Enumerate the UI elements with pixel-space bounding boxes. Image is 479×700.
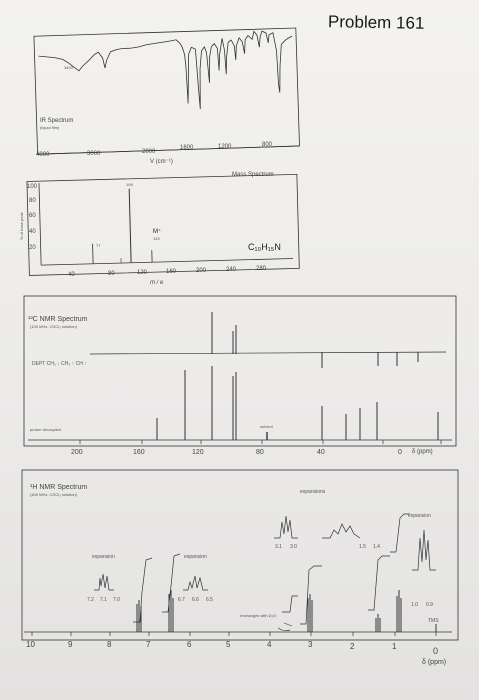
h1-tick-1: 1: [392, 642, 397, 651]
molecular-formula: C₁₀H₁₅N: [248, 242, 281, 252]
mass-peak-108: 108: [126, 182, 133, 187]
h1-sublabel: (400 MHz, CDCl₃ solution): [30, 492, 77, 497]
h1-label: ¹H NMR Spectrum: [30, 484, 88, 491]
mass-molecular-ion-value: 149: [153, 236, 160, 241]
h1-tick-10: 10: [26, 640, 35, 649]
inset-left-tick-71: 7.1: [100, 597, 107, 603]
ir-peak-label: 3400: [64, 65, 73, 70]
h1-tick-8: 8: [107, 640, 112, 649]
solvent-label: solvent: [260, 424, 273, 429]
ir-sublabel: (liquid film): [40, 125, 60, 130]
ir-tick-2000: 2000: [142, 149, 156, 155]
h1-tick-4: 4: [267, 640, 272, 649]
ir-x-unit: V (cm⁻¹): [150, 159, 173, 165]
ir-tick-800: 800: [262, 142, 273, 148]
ir-tick-4000: 4000: [36, 152, 50, 158]
c13-sublabel: (100 MHz, CDCl₃ solution): [30, 324, 77, 329]
dept-label: DEPT CH₂ ↓ CH₃ ↑ CH ↑: [32, 361, 87, 367]
h1-tick-7: 7: [146, 640, 151, 649]
inset-left-tick-70: 7.0: [113, 597, 120, 603]
inset-mid-tick-66: 6.6: [192, 597, 199, 603]
c13-tick-40: 40: [317, 449, 325, 456]
mass-xtick-280: 280: [256, 266, 267, 272]
ir-tick-3000: 3000: [87, 151, 101, 157]
h1-tick-9: 9: [68, 640, 73, 649]
inset-right-tick-10: 1.0: [411, 602, 418, 608]
tms-label: TMS: [428, 618, 439, 624]
c13-tick-200: 200: [71, 449, 83, 456]
h1-expansion-left-label: expansion: [92, 554, 115, 560]
c13-x-unit: δ (ppm): [412, 449, 433, 455]
mass-ytick-40: 40: [29, 229, 36, 235]
proton-decoupled-label: proton decoupled: [30, 427, 61, 432]
c13-tick-120: 120: [192, 449, 204, 456]
mass-ytick-60: 60: [29, 213, 36, 219]
inset-mid-tick-65: 6.5: [206, 597, 213, 603]
mass-label: Mass Spectrum: [232, 172, 274, 178]
mass-xtick-200: 200: [196, 268, 207, 274]
mass-ytick-80: 80: [29, 198, 36, 204]
mass-ytick-20: 20: [29, 245, 36, 251]
inset-top-tick-14: 1.4: [373, 544, 380, 550]
mass-x-unit: m / e: [150, 280, 164, 286]
mass-xtick-240: 240: [226, 267, 237, 273]
exchanges-d2o-label: exchanges with D₂O: [240, 613, 277, 618]
h1-tick-0: 0: [433, 646, 439, 656]
inset-top-tick-15: 1.5: [359, 544, 366, 550]
ir-tick-1200: 1200: [218, 144, 232, 150]
h1-expansion-right-label: expansion: [408, 513, 431, 519]
c13-tick-80: 80: [256, 449, 264, 456]
c13-tick-160: 160: [133, 449, 145, 456]
mass-ytick-100: 100: [27, 184, 38, 190]
h1-tick-3: 3: [308, 640, 313, 649]
mass-xtick-120: 120: [137, 270, 148, 276]
mass-xtick-160: 160: [166, 269, 177, 275]
mass-peak-77: 77: [96, 243, 101, 248]
inset-left-tick-72: 7.2: [87, 597, 94, 603]
h1-expansions-label: expansions: [300, 489, 326, 495]
h1-tick-2: 2: [350, 642, 355, 651]
h1-tick-6: 6: [187, 640, 192, 649]
h1-x-unit: δ (ppm): [422, 659, 447, 666]
h1-tick-5: 5: [226, 640, 231, 649]
h1-expansion-mid-label: expansion: [184, 554, 207, 560]
inset-mid-tick-67: 6.7: [178, 597, 185, 603]
inset-top-tick-31: 3.1: [275, 544, 282, 550]
c13-label: ¹³C NMR Spectrum: [28, 316, 88, 323]
ir-label: IR Spectrum: [40, 118, 74, 124]
mass-molecular-ion: M⁺: [153, 229, 162, 235]
c13-tick-0: 0: [398, 449, 402, 456]
inset-right-tick-09: 0.9: [426, 602, 433, 608]
ir-tick-1600: 1600: [180, 145, 194, 151]
mass-xtick-80: 80: [108, 271, 115, 277]
mass-xtick-40: 40: [68, 272, 75, 278]
inset-top-tick-30: 3.0: [290, 544, 297, 550]
